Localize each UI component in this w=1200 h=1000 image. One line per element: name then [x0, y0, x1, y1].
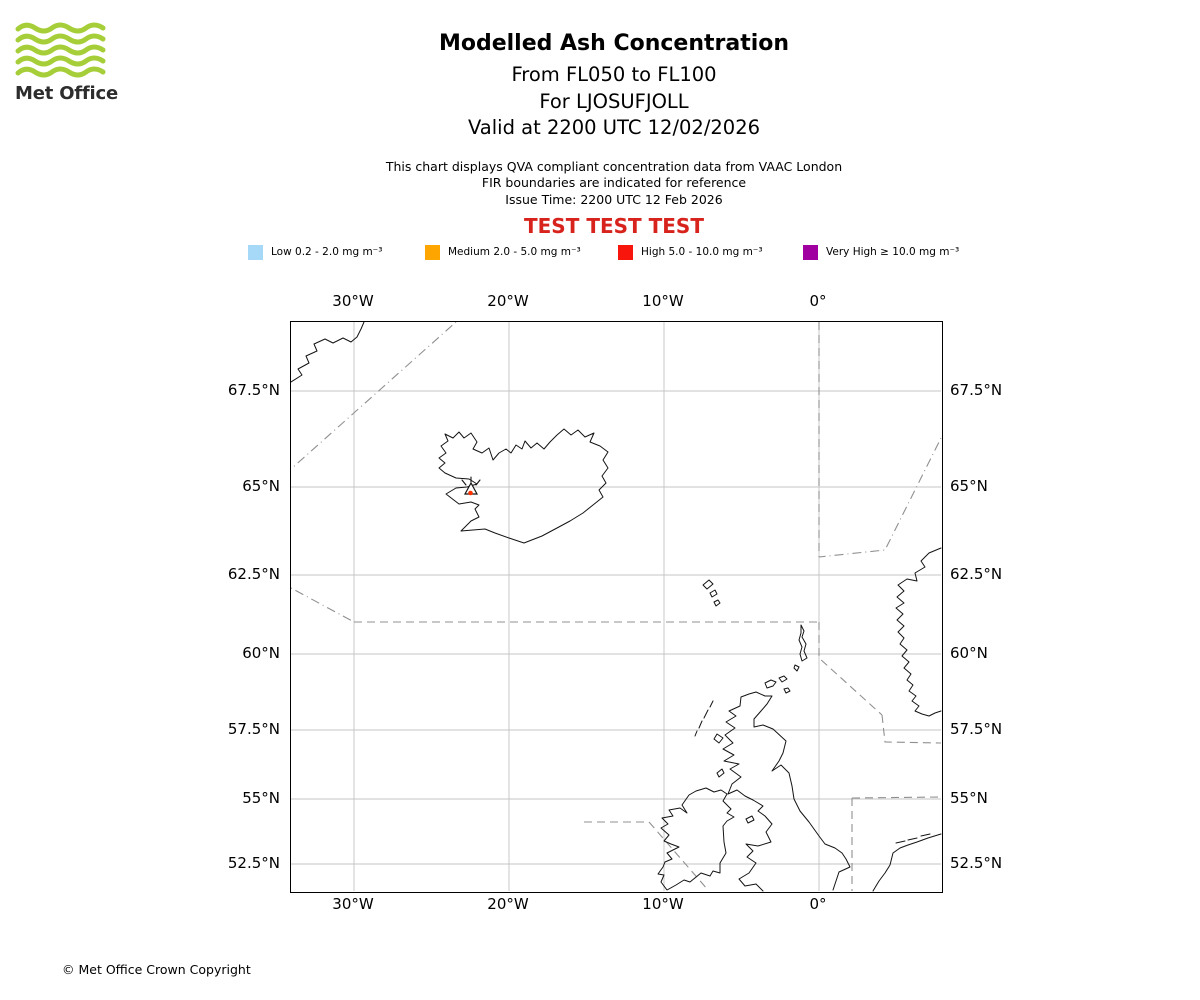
legend-swatch-medium [425, 244, 440, 260]
shetland-coastline [793, 624, 808, 672]
met-office-waves-icon [15, 22, 106, 78]
volcano-marker [461, 476, 481, 496]
qva-note: This chart displays QVA compliant concen… [385, 159, 843, 174]
netherlands-coastline [872, 833, 942, 892]
orkney-coastline [764, 675, 791, 694]
legend-item-very-high: Very High ≥ 10.0 mg m⁻³ [803, 244, 959, 260]
lat-tick-left-60n: 60°N [242, 644, 280, 662]
flight-level-subtitle: From FL050 to FL100 [511, 63, 717, 86]
lon-tick-top-30w: 30°W [332, 292, 374, 310]
lat-tick-left-55n: 55°N [242, 789, 280, 807]
lon-tick-top-20w: 20°W [487, 292, 529, 310]
issue-time-note: Issue Time: 2200 UTC 12 Feb 2026 [505, 192, 723, 207]
graticule-grid-lines [291, 322, 941, 891]
legend-label-high: High 5.0 - 10.0 mg m⁻³ [641, 246, 763, 258]
legend-swatch-low [248, 244, 263, 260]
lat-tick-right-60n: 60°N [950, 644, 988, 662]
valid-time-subtitle: Valid at 2200 UTC 12/02/2026 [467, 116, 761, 139]
isle-of-man-coastline [745, 815, 755, 824]
lon-tick-top-10w: 10°W [642, 292, 684, 310]
lat-tick-left-65n: 65°N [242, 477, 280, 495]
lat-tick-right-52-5n: 52.5°N [950, 854, 1003, 872]
greenland-coastline [291, 322, 365, 383]
ireland-coastline [657, 787, 735, 891]
legend-label-low: Low 0.2 - 2.0 mg m⁻³ [271, 246, 383, 258]
lon-tick-bottom-0: 0° [809, 895, 827, 913]
legend-swatch-very-high [803, 244, 818, 260]
faroe-islands-coastline [702, 579, 721, 607]
lat-tick-right-62-5n: 62.5°N [950, 565, 1003, 583]
lat-tick-right-65n: 65°N [950, 477, 988, 495]
volcano-rays-icon [461, 476, 481, 486]
norway-coastline [895, 547, 942, 717]
fir-boundary-dashdot [291, 322, 942, 623]
map-svg [291, 322, 942, 892]
lat-tick-right-67-5n: 67.5°N [950, 381, 1003, 399]
lat-tick-left-57-5n: 57.5°N [227, 720, 280, 738]
met-office-logo-text: Met Office [15, 83, 119, 104]
legend-item-medium: Medium 2.0 - 5.0 mg m⁻³ [425, 244, 581, 260]
lon-tick-bottom-30w: 30°W [332, 895, 374, 913]
lon-tick-bottom-10w: 10°W [642, 895, 684, 913]
lat-tick-right-57-5n: 57.5°N [950, 720, 1003, 738]
copyright-text: © Met Office Crown Copyright [62, 962, 251, 977]
lon-tick-top-0: 0° [809, 292, 827, 310]
volcano-source-dot [468, 490, 473, 496]
legend-item-low: Low 0.2 - 2.0 mg m⁻³ [248, 244, 382, 260]
iceland-coastline [438, 428, 609, 544]
lat-tick-left-52-5n: 52.5°N [227, 854, 280, 872]
fir-boundary-dashed [354, 322, 942, 891]
lat-tick-left-67-5n: 67.5°N [227, 381, 280, 399]
page-title: Modelled Ash Concentration [438, 31, 790, 56]
volcano-subtitle: For LJOSUFJOLL [539, 90, 689, 113]
map-canvas [290, 321, 943, 893]
test-banner: TEST TEST TEST [524, 214, 704, 238]
legend-label-very-high: Very High ≥ 10.0 mg m⁻³ [826, 246, 960, 258]
legend-swatch-high [618, 244, 633, 260]
lat-tick-left-62-5n: 62.5°N [227, 565, 280, 583]
met-office-logo: Met Office [15, 22, 125, 104]
legend-item-high: High 5.0 - 10.0 mg m⁻³ [618, 244, 763, 260]
lon-tick-bottom-20w: 20°W [487, 895, 529, 913]
legend-label-medium: Medium 2.0 - 5.0 mg m⁻³ [448, 246, 581, 258]
hebrides-coastline [694, 700, 725, 778]
lat-tick-right-55n: 55°N [950, 789, 988, 807]
fir-note: FIR boundaries are indicated for referen… [481, 175, 747, 190]
great-britain-coastline [722, 691, 851, 892]
